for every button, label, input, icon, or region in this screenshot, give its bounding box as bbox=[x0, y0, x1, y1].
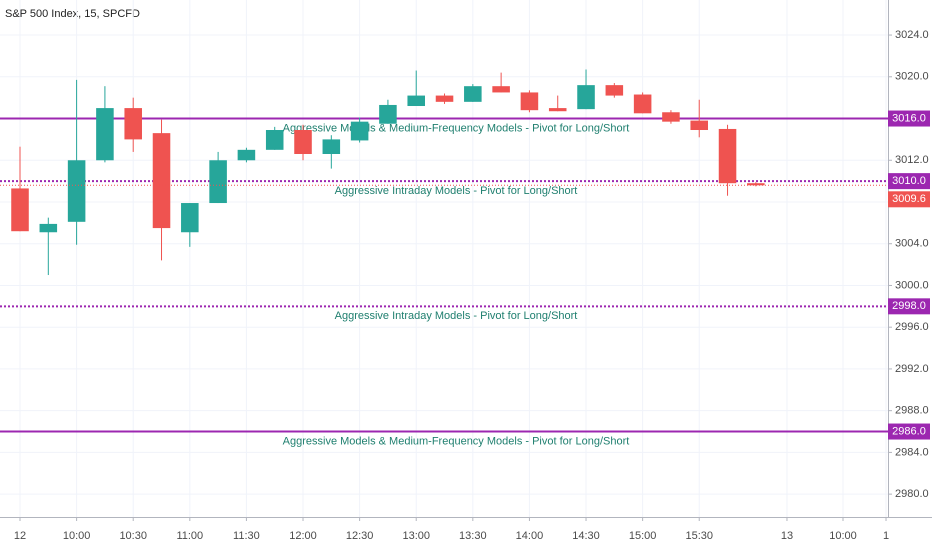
y-tick-label: 2980.0 bbox=[895, 488, 929, 500]
candle-body bbox=[67, 160, 86, 222]
candle-body bbox=[662, 112, 680, 122]
x-tick-label: 15:30 bbox=[685, 530, 713, 542]
x-tick-label: 15:00 bbox=[629, 530, 657, 542]
x-tick-label: 13:00 bbox=[402, 530, 430, 542]
candle-body bbox=[747, 183, 765, 186]
candle-body bbox=[322, 139, 341, 154]
y-tick-label: 2996.0 bbox=[895, 321, 929, 333]
price-label-box bbox=[888, 110, 930, 127]
x-tick-label: 12 bbox=[14, 530, 26, 542]
candle-body bbox=[577, 85, 595, 110]
price-label-box bbox=[888, 173, 930, 190]
price-label: 3010.0 bbox=[892, 175, 926, 187]
candle-body bbox=[152, 133, 171, 229]
x-tick-label: 10:30 bbox=[119, 530, 147, 542]
candle-body bbox=[39, 223, 58, 233]
candle-body bbox=[690, 120, 709, 131]
price-label-box bbox=[888, 298, 930, 315]
y-tick-label: 2988.0 bbox=[895, 405, 929, 417]
x-tick-label: 10:00 bbox=[829, 530, 857, 542]
candle-body bbox=[294, 130, 312, 154]
pivot-annotation: Aggressive Models & Medium-Frequency Mod… bbox=[283, 122, 630, 134]
y-tick-label: 2984.0 bbox=[895, 446, 929, 458]
candle-body bbox=[633, 94, 652, 114]
candle-body bbox=[209, 160, 227, 204]
y-tick-label: 3024.0 bbox=[895, 29, 929, 41]
y-tick-label: 2992.0 bbox=[895, 363, 929, 375]
x-tick-label: 13:30 bbox=[459, 530, 487, 542]
candle-body bbox=[237, 149, 256, 161]
last-price-label: 3009.6 bbox=[892, 193, 926, 205]
candle-body bbox=[548, 108, 567, 112]
x-tick-label: 11:00 bbox=[176, 530, 203, 542]
y-tick-label: 3004.0 bbox=[895, 238, 929, 250]
x-tick-label: 11:30 bbox=[233, 530, 260, 542]
candle-body bbox=[605, 85, 624, 96]
candle-body bbox=[96, 108, 114, 161]
price-label: 3016.0 bbox=[892, 112, 926, 124]
candle-body bbox=[435, 95, 454, 102]
x-tick-label: 14:00 bbox=[516, 530, 544, 542]
candle-body bbox=[464, 86, 482, 102]
price-label: 2986.0 bbox=[892, 425, 926, 437]
x-tick-label: 12:30 bbox=[346, 530, 374, 542]
candle-body bbox=[181, 203, 199, 233]
x-tick-label: 12:00 bbox=[289, 530, 317, 542]
y-tick-label: 3020.0 bbox=[895, 71, 929, 83]
chart-title: S&P 500 Index, 15, SPCFD bbox=[5, 8, 140, 20]
candle-body bbox=[379, 104, 397, 124]
price-label: 2998.0 bbox=[892, 300, 926, 312]
y-tick-label: 3012.0 bbox=[895, 154, 929, 166]
pivot-annotation: Aggressive Models & Medium-Frequency Mod… bbox=[283, 435, 630, 447]
candle-body bbox=[124, 108, 142, 140]
candle-body bbox=[11, 188, 29, 232]
pivot-annotation: Aggressive Intraday Models - Pivot for L… bbox=[335, 185, 578, 197]
last-price-box bbox=[888, 191, 930, 208]
candle-body bbox=[718, 128, 737, 184]
x-tick-label: 13 bbox=[781, 530, 793, 542]
pivot-annotation: Aggressive Intraday Models - Pivot for L… bbox=[335, 310, 578, 322]
x-tick-label: 1 bbox=[883, 530, 889, 542]
candle-body bbox=[265, 130, 284, 150]
candle-body bbox=[520, 92, 539, 111]
candle-body bbox=[492, 86, 510, 93]
x-tick-label: 14:30 bbox=[572, 530, 600, 542]
x-tick-label: 10:00 bbox=[63, 530, 91, 542]
candle-body bbox=[350, 121, 369, 141]
candle-body bbox=[407, 95, 425, 107]
price-label-box bbox=[888, 423, 930, 440]
y-tick-label: 3000.0 bbox=[895, 279, 929, 291]
